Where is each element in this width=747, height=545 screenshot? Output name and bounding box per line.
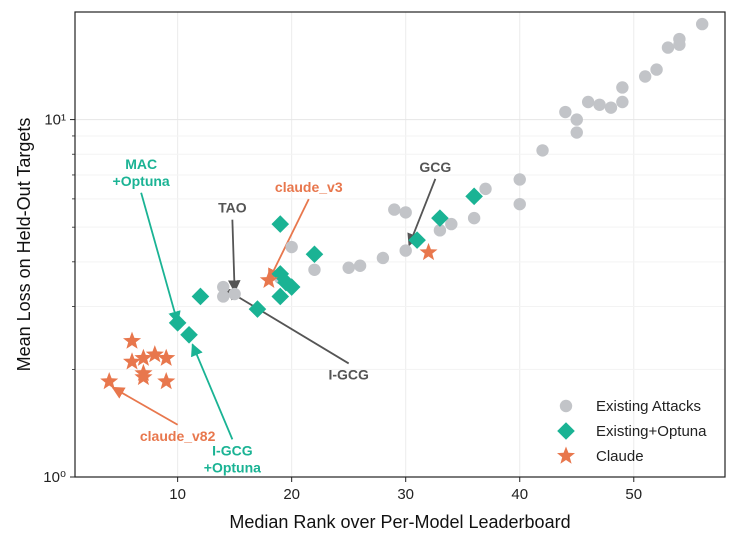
annotation-label: MAC +Optuna	[113, 156, 170, 189]
grid	[75, 12, 725, 477]
annotation-arrow	[407, 178, 437, 247]
legend-label: Claude	[596, 448, 644, 465]
claude-point	[134, 348, 153, 366]
y-axis-label: Mean Loss on Held-Out Targets	[14, 118, 34, 372]
existing-attack-point	[536, 144, 549, 157]
existing-attack-point	[467, 211, 481, 225]
annotation-arrow	[111, 386, 179, 426]
existing-attack-point	[638, 70, 652, 83]
plot-frame	[74, 11, 726, 478]
annotation-label: I-GCG +Optuna	[204, 442, 261, 475]
claude-point	[157, 348, 176, 366]
annotations: MAC +Optuna TAO claude_v3 GCG I-GCG claude_v82…	[111, 156, 451, 475]
existing-attack-point	[388, 203, 401, 216]
existing-attack-point	[399, 206, 412, 219]
annotation-arrow	[224, 288, 350, 365]
optuna-point	[408, 231, 426, 249]
annotation-arrow	[140, 192, 181, 325]
legend-marker	[557, 446, 575, 464]
existing-attack-point	[217, 280, 230, 294]
existing-attack-point	[445, 217, 458, 231]
existing-attack-point	[661, 41, 675, 54]
existing-attack-point	[673, 32, 686, 46]
claude-point	[145, 345, 164, 363]
optuna-point	[277, 273, 295, 292]
existing-attack-point	[308, 263, 321, 276]
legend: Existing Attacks Existing+Optuna Claude	[557, 398, 707, 465]
existing-attack-point	[570, 113, 583, 126]
optuna-point	[305, 245, 324, 264]
optuna-point	[168, 314, 187, 332]
existing-attack-point	[217, 290, 230, 303]
existing-attack-point	[616, 81, 629, 94]
x-axis-label: Median Rank over Per-Model Leaderboard	[229, 512, 570, 532]
existing-attack-point	[285, 240, 298, 254]
annotation-label: GCG	[419, 159, 451, 175]
x-tick-label: 40	[511, 486, 528, 503]
existing-attack-point	[399, 244, 412, 257]
claude-point	[123, 331, 142, 349]
x-tick-label: 20	[283, 486, 300, 503]
optuna-point	[271, 215, 290, 233]
legend-marker	[557, 422, 575, 440]
data-points	[100, 17, 709, 390]
annotation-arrow	[191, 343, 234, 440]
claude-point	[123, 352, 142, 370]
existing-attack-point	[353, 259, 367, 272]
claude-point	[157, 372, 176, 390]
existing-attack-point	[695, 17, 709, 31]
existing-attack-point	[650, 63, 663, 76]
legend-label: Existing Attacks	[596, 398, 701, 415]
existing-attack-point	[513, 197, 526, 211]
existing-attack-point	[342, 261, 355, 274]
claude-point	[134, 367, 153, 386]
legend-marker	[559, 399, 573, 413]
x-tick-label: 30	[397, 486, 414, 503]
optuna-point	[431, 209, 449, 227]
claude-point	[419, 242, 438, 261]
optuna-point	[180, 325, 198, 344]
existing-attack-point	[593, 98, 606, 111]
existing-attack-point	[433, 224, 447, 237]
claude-point	[100, 372, 119, 390]
optuna-point	[191, 287, 210, 306]
existing-attack-point	[559, 105, 572, 119]
existing-attack-point	[376, 251, 390, 265]
axis-ticks: 10 20 30 40 50 10⁰ 10¹	[43, 112, 642, 503]
existing-attack-point	[616, 95, 629, 109]
existing-attack-point	[581, 95, 595, 109]
optuna-point	[248, 300, 267, 318]
y-tick-label: 10¹	[44, 112, 66, 129]
claude-point	[259, 270, 278, 288]
existing-attack-point	[513, 173, 526, 186]
optuna-point	[282, 278, 301, 296]
optuna-point	[465, 187, 483, 206]
existing-attack-point	[570, 126, 583, 139]
annotation-label: claude_v3	[275, 179, 343, 195]
annotation-label: TAO	[218, 200, 247, 216]
existing-attack-point	[479, 182, 492, 196]
x-tick-label: 50	[625, 486, 642, 503]
x-tick-label: 10	[169, 486, 186, 503]
y-tick-label: 10⁰	[43, 469, 66, 486]
annotation-label: claude_v82	[140, 428, 216, 444]
annotation-arrow	[268, 198, 310, 282]
optuna-point	[271, 287, 290, 306]
legend-label: Existing+Optuna	[596, 423, 707, 440]
existing-attack-point	[604, 101, 618, 114]
annotation-arrow	[227, 219, 241, 293]
annotation-label: I-GCG	[328, 366, 369, 382]
existing-attack-point	[228, 287, 241, 301]
